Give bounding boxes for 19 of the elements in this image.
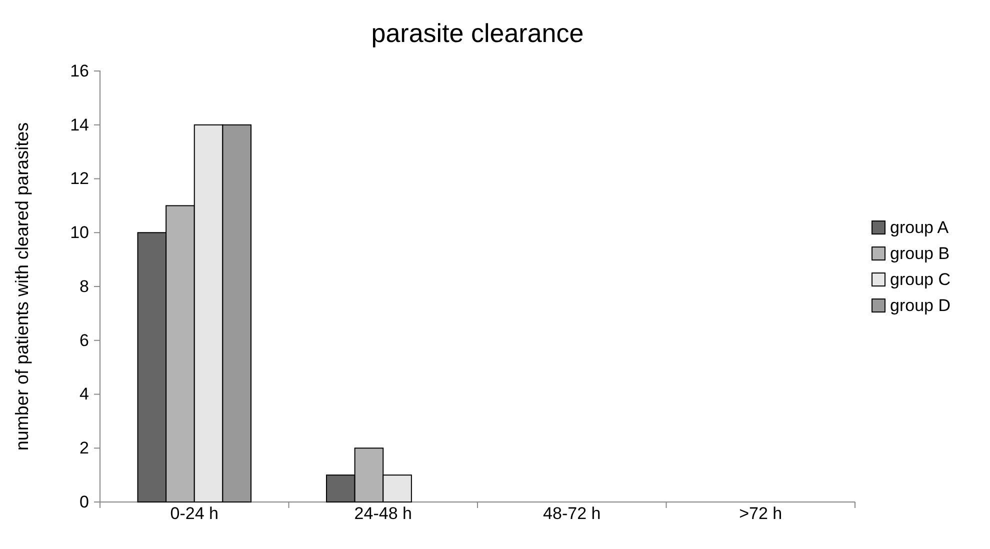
x-tick-label: >72 h [739, 504, 782, 523]
y-tick-label: 2 [80, 438, 89, 458]
y-tick-label: 16 [70, 61, 89, 80]
y-tick-label: 10 [70, 223, 89, 242]
legend-label: group C [890, 270, 950, 289]
legend-label: group A [890, 218, 950, 237]
y-tick-label: 4 [80, 384, 89, 404]
y-axis-title: number of patients with cleared parasites [12, 122, 32, 451]
y-tick-label: 8 [80, 276, 89, 296]
y-tick-label: 0 [80, 492, 89, 512]
legend-label: group D [890, 296, 950, 315]
x-tick-label: 24-48 h [354, 504, 412, 523]
y-tick-label: 14 [70, 115, 89, 134]
y-tick-label: 12 [70, 169, 89, 188]
x-tick-label: 48-72 h [543, 504, 601, 523]
chart-title: parasite clearance [371, 18, 584, 48]
y-tick-label: 6 [80, 330, 89, 350]
x-tick-label: 0-24 h [170, 504, 218, 523]
legend-label: group B [890, 244, 950, 263]
